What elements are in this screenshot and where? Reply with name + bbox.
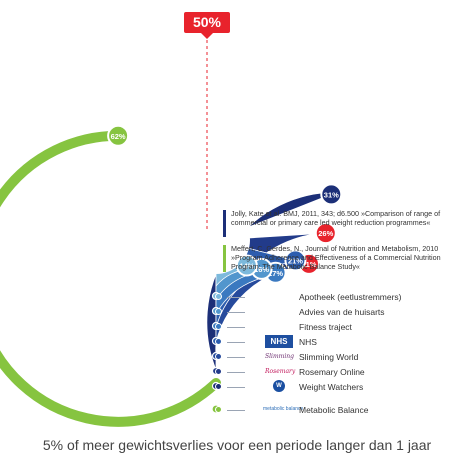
leader-line — [227, 342, 245, 343]
legend-label-rosemary: Rosemary Online — [299, 367, 365, 377]
rosemary-online-value-label: 26% — [318, 229, 333, 238]
apotheek-eetlustremmers--value-label: 14% — [239, 261, 254, 270]
source-meffert: Meffert, C. Gerdes, N., Journal of Nutri… — [223, 244, 453, 272]
slimming-world-logo: Slimming — [265, 353, 294, 360]
legend-label-weight-watchers: Weight Watchers — [299, 382, 364, 392]
nhs-dot-icon — [215, 338, 222, 345]
leader-line — [227, 297, 245, 298]
source-jolly-text: Jolly, Kate et al. BMJ, 2011, 343; d6.50… — [231, 209, 441, 227]
rosemary-logo: Rosemary — [265, 368, 296, 375]
chart-center — [182, 206, 250, 274]
nhs-logo: NHS — [265, 335, 293, 348]
fitness-dot-icon — [215, 323, 222, 330]
footer-caption: 5% of meer gewichtsverlies voor een peri… — [42, 437, 432, 453]
rosemary-dot-icon — [215, 368, 222, 375]
apotheek-eetlustremmers--badge — [235, 254, 258, 277]
weight-watchers-logo: W — [273, 380, 285, 392]
fitness-traject-value-label: 17% — [268, 269, 283, 278]
source-meffert-bar — [223, 245, 226, 272]
legend-label-fitness: Fitness traject — [299, 322, 352, 332]
metabolic-balance-badge — [107, 124, 130, 147]
weight-watchers-badge — [320, 183, 343, 206]
source-jolly-bar — [223, 210, 226, 237]
leader-line — [227, 357, 245, 358]
nhs-badge — [284, 249, 307, 272]
marker-pointer-icon — [200, 32, 214, 39]
slimming-dot-icon — [215, 353, 222, 360]
leader-line — [227, 312, 245, 313]
huisarts-dot-icon — [215, 308, 222, 315]
metabolic-balance-logo: metabolic balance — [263, 406, 304, 412]
leader-line — [227, 387, 245, 388]
leader-line — [227, 410, 245, 411]
apotheek-dot-icon — [215, 293, 222, 300]
legend-label-nhs: NHS — [299, 337, 317, 347]
weight-watchers-value-label: 31% — [324, 190, 339, 199]
nhs-value-label: 21% — [288, 256, 303, 265]
fifty-percent-marker: 50% — [184, 12, 230, 33]
source-meffert-text: Meffert, C. Gerdes, N., Journal of Nutri… — [231, 244, 441, 271]
bar-metabolic-balance — [0, 130, 221, 427]
legend-label-huisarts: Advies van de huisarts — [299, 307, 385, 317]
source-jolly: Jolly, Kate et al. BMJ, 2011, 343; d6.50… — [223, 209, 453, 237]
metabolic-balance-value-label: 62% — [111, 132, 126, 141]
legend-label-metabolic-balance: Metabolic Balance — [299, 405, 369, 415]
advies-van-de-huisarts-value-label: 16% — [254, 265, 269, 274]
legend-label-apotheek: Apotheek (eetlustremmers) — [299, 292, 402, 302]
rosemary-online-badge — [314, 222, 337, 245]
weight-watchers-dot-icon — [215, 383, 222, 390]
slimming-world-value-label: 21% — [301, 260, 316, 269]
leader-line — [227, 372, 245, 373]
legend-label-slimming-world: Slimming World — [299, 352, 359, 362]
leader-line — [227, 327, 245, 328]
metabolic-dot-icon — [215, 406, 222, 413]
